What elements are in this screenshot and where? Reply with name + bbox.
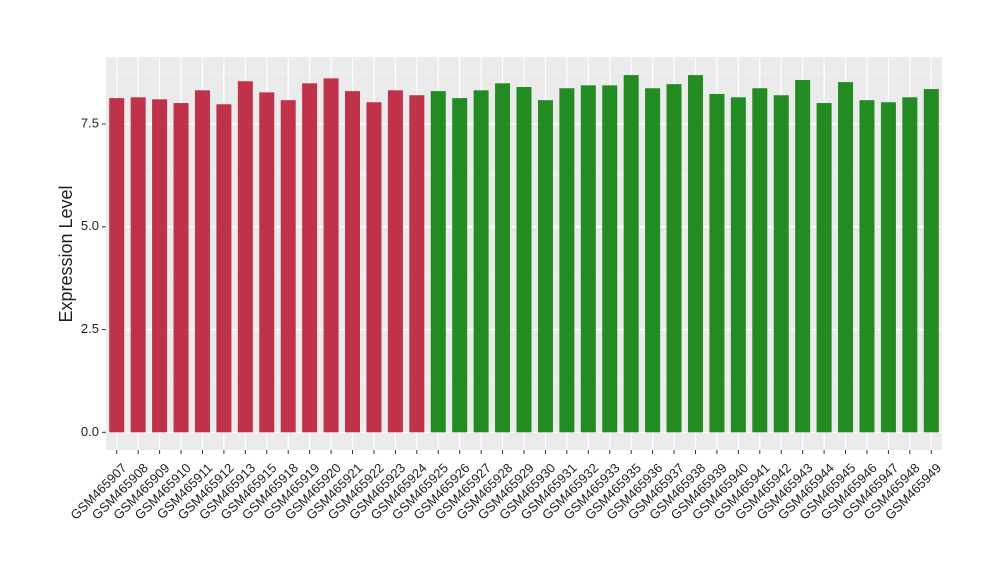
bar [194,90,210,433]
y-tick-label: 0.0 [81,424,99,439]
bar [687,75,703,433]
bar [452,98,468,433]
bar [838,82,854,433]
bar [730,97,746,433]
bar [666,84,682,433]
bar [430,91,446,433]
bar [709,93,725,433]
bar [602,85,618,433]
bar [473,90,489,433]
bar [130,97,146,433]
bar [237,81,253,433]
bar [516,87,532,433]
bar [559,88,575,433]
bar [152,99,168,433]
bar [302,83,318,433]
bar [773,95,789,433]
bar [752,88,768,433]
bar [366,102,382,433]
bar [859,100,875,433]
bar [795,80,811,433]
bar [323,78,339,433]
bar [623,75,639,433]
bar [345,91,361,433]
y-tick-label: 5.0 [81,218,99,233]
bar [495,83,511,433]
bar [880,102,896,433]
bar [409,95,425,433]
bar [259,92,275,433]
bar [580,85,596,433]
bar [109,98,125,433]
y-axis-label: Expression Level [56,185,76,322]
bar [816,103,832,433]
y-tick-label: 2.5 [81,321,99,336]
bar [280,100,296,433]
bar [387,90,403,433]
bar [537,100,553,433]
y-tick-label: 7.5 [81,115,99,130]
bar [902,97,918,433]
bar [645,88,661,433]
bar [216,104,232,433]
bar [173,103,189,433]
bar [923,89,939,433]
